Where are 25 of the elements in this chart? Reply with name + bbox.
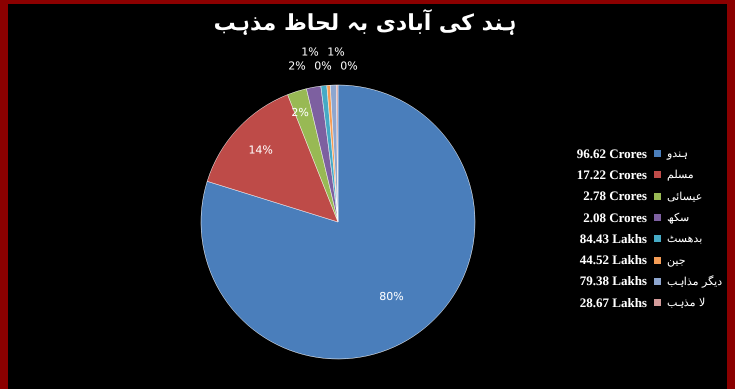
text: 96.62 Crores [576, 146, 647, 162]
legend-label: عیسائی [667, 190, 702, 203]
text: 2.78 Crores [582, 188, 647, 204]
legend-label: دیگر مذاہب [667, 274, 722, 288]
legend-label: ہندو [667, 147, 688, 160]
pie-slice [200, 84, 476, 360]
chart-title: ہند کی آبادی بہ لحاظ مذہب [212, 10, 518, 36]
text: 17.22 Crores [576, 166, 647, 183]
data-label: 0% [340, 60, 358, 72]
data-label: 1% [327, 46, 345, 58]
text: 84.43 Lakhs [578, 230, 647, 247]
data-label: 1% [301, 46, 319, 58]
data-label: 80% [379, 290, 404, 303]
legend-label: لا مذہب [667, 296, 706, 310]
data-label: 2% [288, 60, 306, 72]
legend-label: جین [667, 254, 686, 267]
text: 28.67 Lakhs [578, 294, 647, 311]
data-label: 0% [314, 60, 332, 72]
legend-label: سکھ [667, 211, 690, 224]
text: 2.08 Crores [582, 210, 647, 226]
text: 44.52 Lakhs [578, 252, 647, 268]
text: 79.38 Lakhs [578, 273, 647, 290]
legend-label: مسلم [667, 168, 694, 182]
data-label: 14% [248, 143, 273, 156]
legend-label: بدھسٹ [667, 232, 702, 246]
